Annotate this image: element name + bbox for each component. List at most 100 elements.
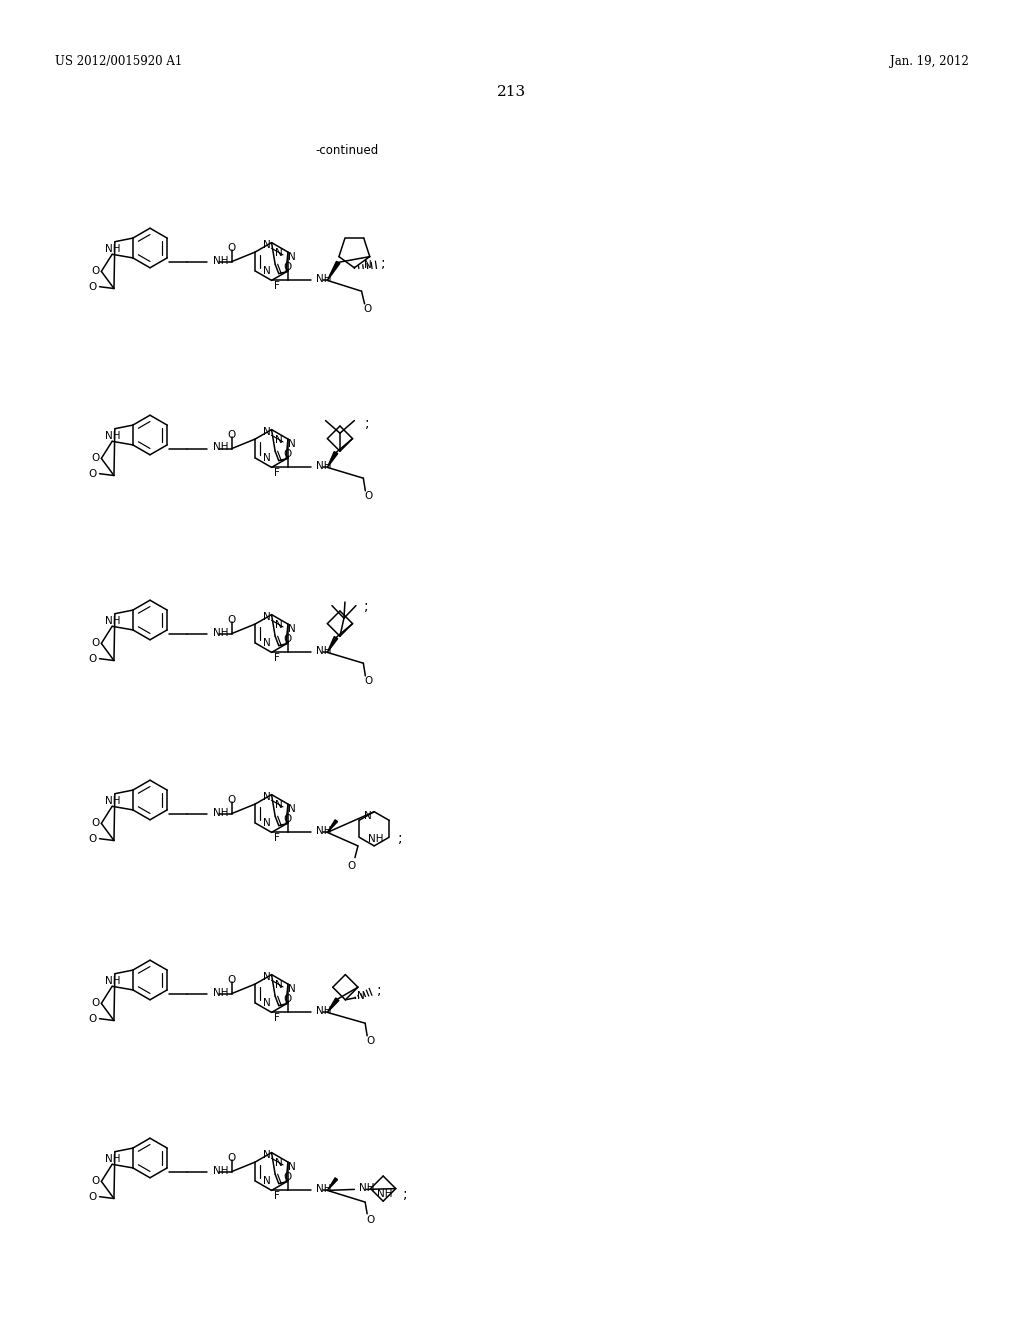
Text: O: O (365, 676, 373, 686)
Text: N: N (274, 800, 283, 809)
Text: O: O (91, 453, 99, 463)
Text: O: O (91, 267, 99, 276)
Text: O: O (88, 1192, 96, 1201)
Text: N: N (263, 792, 270, 801)
Polygon shape (328, 261, 340, 280)
Text: O: O (91, 1176, 99, 1187)
Text: N: N (288, 624, 296, 634)
Text: N: N (263, 240, 270, 249)
Text: F: F (273, 1191, 280, 1201)
Text: O: O (91, 818, 99, 829)
Text: NH: NH (213, 627, 228, 638)
Text: NH: NH (105, 975, 121, 986)
Text: O: O (88, 834, 96, 843)
Text: O: O (91, 998, 99, 1008)
Text: N: N (274, 619, 283, 630)
Text: NH: NH (213, 808, 228, 817)
Text: N: N (288, 252, 296, 263)
Text: NH: NH (105, 244, 121, 253)
Text: ;: ; (365, 416, 370, 430)
Text: F: F (273, 833, 280, 843)
Text: O: O (88, 653, 96, 664)
Text: ;: ; (377, 983, 382, 997)
Text: NH: NH (316, 647, 332, 656)
Text: N: N (263, 1150, 270, 1159)
Text: O: O (227, 795, 237, 805)
Text: N: N (263, 267, 271, 276)
Text: O: O (227, 615, 237, 624)
Text: O: O (91, 639, 99, 648)
Text: NH: NH (213, 442, 228, 453)
Text: O: O (284, 1172, 292, 1181)
Text: NH: NH (105, 1154, 121, 1164)
Polygon shape (328, 1177, 338, 1191)
Text: NH: NH (378, 1189, 393, 1199)
Text: NH: NH (316, 275, 332, 284)
Text: NH: NH (316, 462, 332, 471)
Text: N: N (357, 991, 366, 1001)
Text: N: N (263, 1176, 271, 1187)
Text: N: N (274, 248, 283, 257)
Text: F: F (273, 469, 280, 478)
Text: N: N (263, 998, 271, 1008)
Text: O: O (227, 1152, 237, 1163)
Text: NH: NH (316, 1006, 332, 1016)
Text: O: O (284, 814, 292, 824)
Text: US 2012/0015920 A1: US 2012/0015920 A1 (55, 55, 182, 69)
Text: N: N (274, 1158, 283, 1168)
Text: O: O (284, 994, 292, 1005)
Text: N: N (365, 810, 372, 821)
Text: NH: NH (105, 796, 121, 805)
Text: NH: NH (359, 1184, 375, 1193)
Polygon shape (328, 820, 338, 833)
Text: O: O (348, 861, 356, 871)
Text: O: O (365, 491, 373, 502)
Text: NH: NH (316, 826, 332, 837)
Text: NH: NH (213, 1166, 228, 1176)
Text: O: O (284, 634, 292, 644)
Text: NH: NH (213, 256, 228, 265)
Text: N: N (263, 611, 270, 622)
Text: N: N (288, 1162, 296, 1172)
Polygon shape (328, 636, 338, 652)
Text: O: O (227, 430, 237, 440)
Text: F: F (273, 281, 280, 292)
Text: O: O (284, 261, 292, 272)
Text: ;: ; (364, 599, 369, 614)
Text: N: N (263, 818, 271, 828)
Text: O: O (366, 1216, 375, 1225)
Text: N: N (263, 426, 270, 437)
Text: -continued: -continued (315, 144, 378, 157)
Text: N: N (365, 260, 372, 269)
Text: ;: ; (402, 1187, 408, 1201)
Text: 213: 213 (498, 84, 526, 99)
Text: ;: ; (381, 256, 385, 269)
Text: N: N (274, 434, 283, 445)
Text: F: F (273, 1014, 280, 1023)
Text: NH: NH (105, 430, 121, 441)
Text: O: O (284, 449, 292, 459)
Text: ;: ; (398, 830, 402, 845)
Text: Jan. 19, 2012: Jan. 19, 2012 (890, 55, 969, 69)
Text: NH: NH (316, 1184, 332, 1195)
Text: N: N (263, 972, 270, 982)
Text: O: O (88, 281, 96, 292)
Text: O: O (366, 1036, 375, 1047)
Text: N: N (288, 440, 296, 449)
Text: O: O (88, 469, 96, 479)
Polygon shape (328, 998, 339, 1012)
Text: N: N (263, 638, 271, 648)
Text: NH: NH (213, 987, 228, 998)
Text: O: O (88, 1014, 96, 1024)
Text: N: N (288, 804, 296, 814)
Text: F: F (273, 653, 280, 663)
Text: N: N (274, 979, 283, 990)
Text: O: O (227, 975, 237, 985)
Text: NH: NH (105, 615, 121, 626)
Text: O: O (227, 243, 237, 253)
Polygon shape (328, 451, 338, 467)
Text: NH: NH (369, 834, 384, 843)
Text: N: N (263, 453, 271, 463)
Text: O: O (364, 304, 372, 314)
Text: N: N (288, 983, 296, 994)
